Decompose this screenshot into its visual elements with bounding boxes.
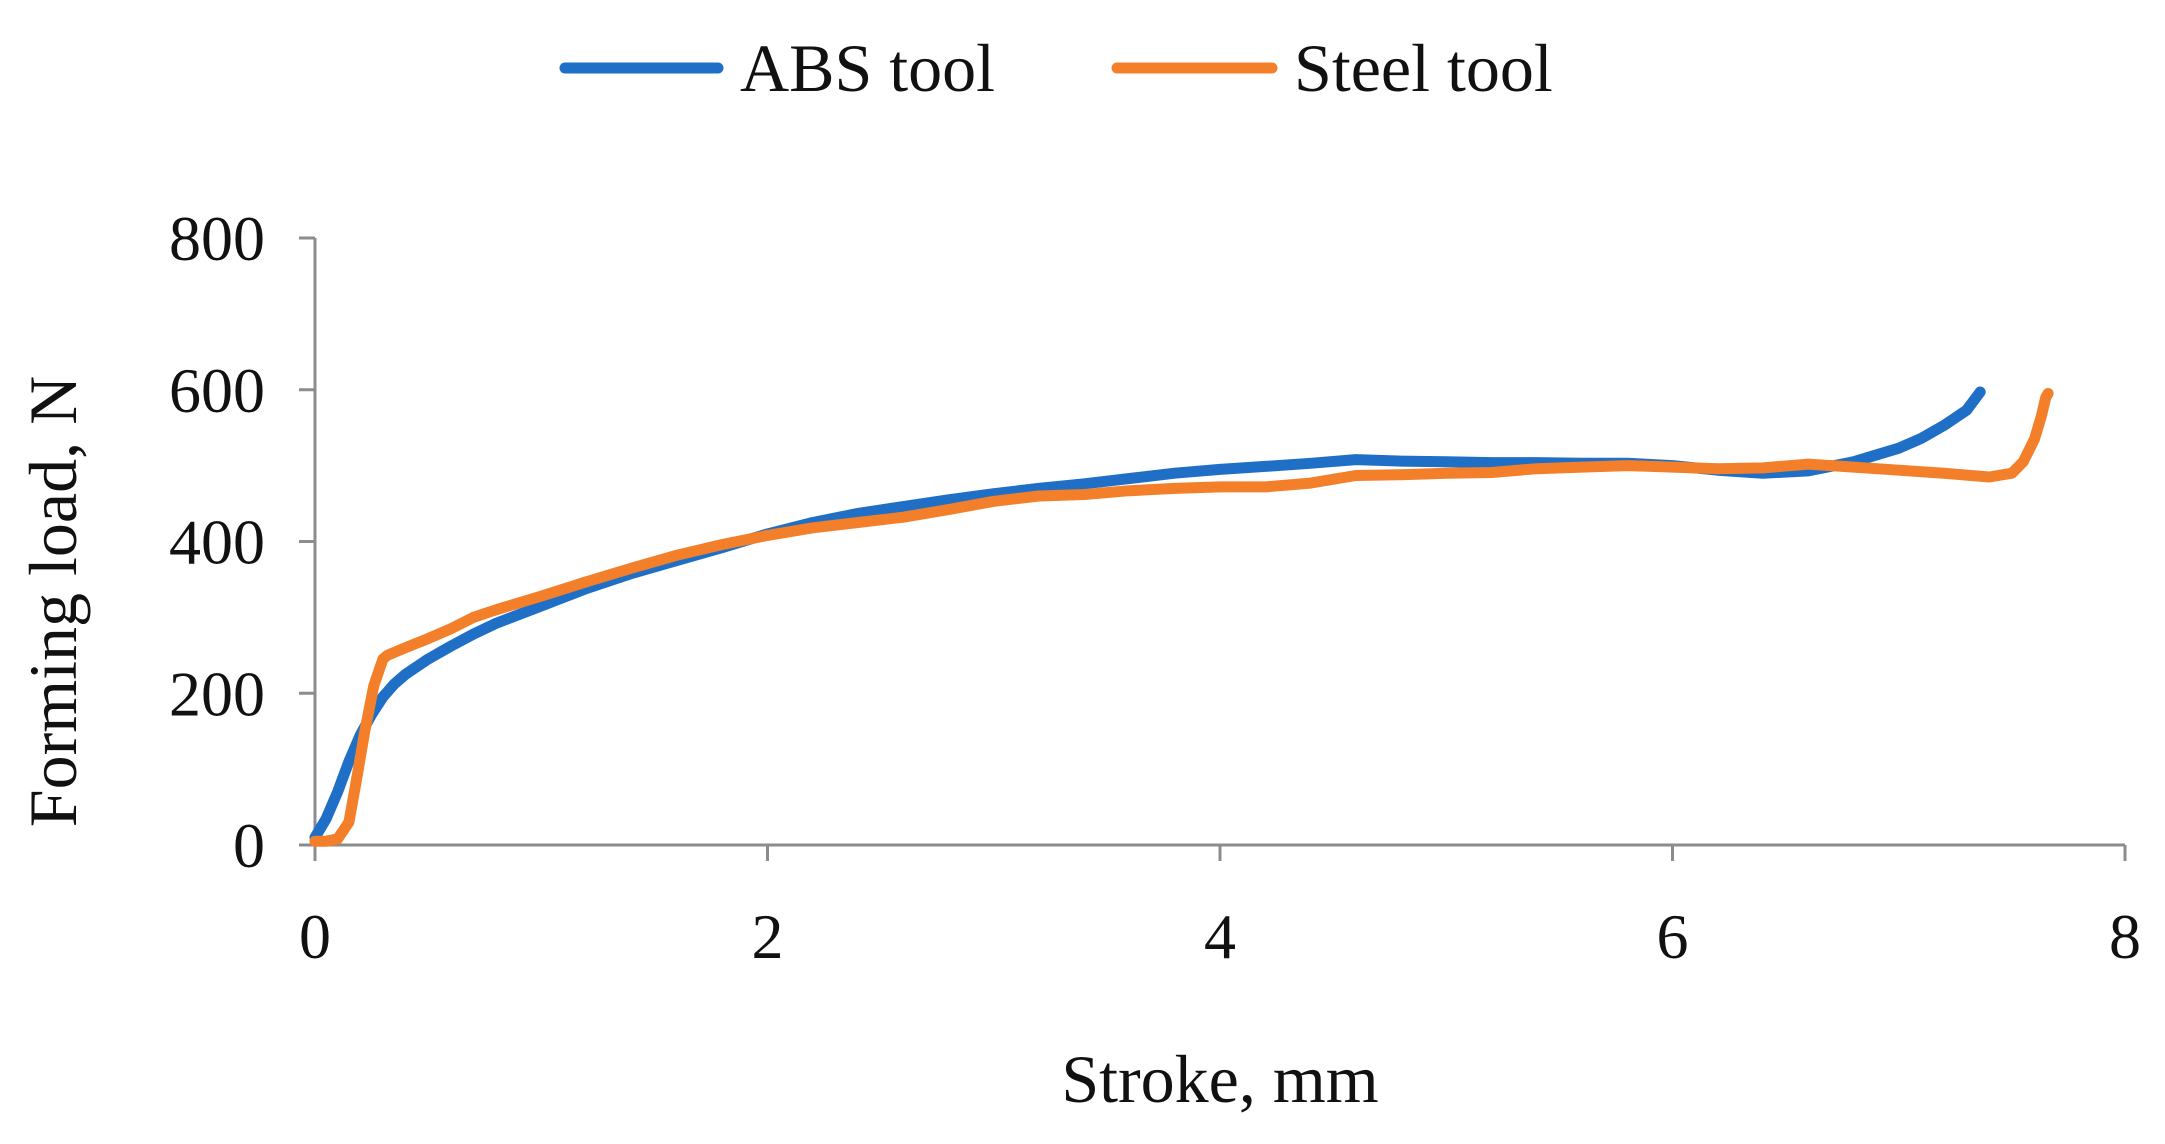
x-tick-label: 6 — [1657, 901, 1689, 972]
y-tick-label: 400 — [169, 507, 265, 578]
legend-item-steel-tool: Steel tool — [1111, 30, 1553, 106]
legend-label: Steel tool — [1294, 30, 1553, 106]
series-layer — [309, 386, 2054, 847]
x-tick-label: 2 — [752, 901, 784, 972]
y-tick-label: 200 — [169, 658, 265, 729]
x-tick-label: 0 — [299, 901, 331, 972]
series-line-steel-tool — [309, 388, 2054, 847]
labels: 0 200 400 600 800 0 2 4 6 8 Stroke, mm Forming load… — [15, 203, 2141, 1117]
x-axis-title: Stroke, mm — [1061, 1041, 1378, 1117]
axes — [299, 236, 2127, 861]
legend: ABS tool Steel tool — [559, 30, 1553, 106]
series-line-abs-tool — [309, 386, 1986, 843]
x-tick-label: 8 — [2109, 901, 2141, 972]
y-tick-label: 0 — [233, 810, 265, 881]
legend-item-abs-tool: ABS tool — [559, 30, 995, 106]
y-axis-title: Forming load, N — [15, 376, 91, 827]
x-tick-label: 4 — [1204, 901, 1236, 972]
y-tick-label: 800 — [169, 203, 265, 274]
y-tick-label: 600 — [169, 355, 265, 426]
legend-label: ABS tool — [740, 30, 995, 106]
